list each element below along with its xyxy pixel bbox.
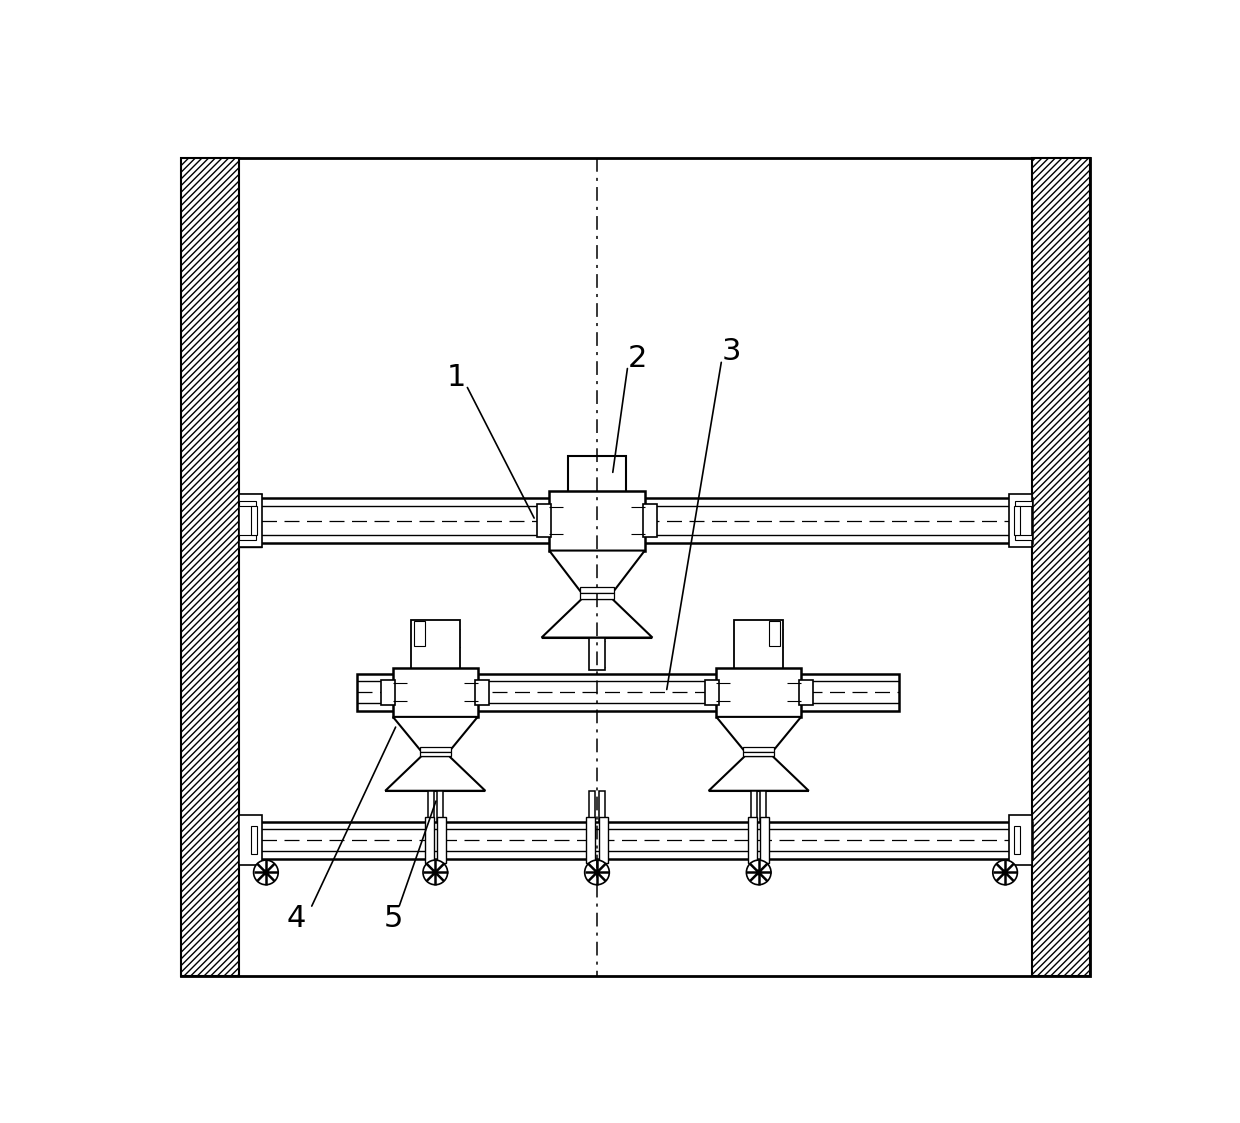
Circle shape	[585, 860, 609, 885]
Bar	[239, 822, 1032, 859]
Circle shape	[756, 870, 761, 875]
Circle shape	[1003, 870, 1007, 875]
Text: 2: 2	[627, 344, 647, 373]
Bar	[239, 536, 255, 540]
Bar	[734, 620, 784, 674]
Bar	[537, 504, 551, 537]
Bar	[424, 816, 434, 864]
Polygon shape	[386, 756, 485, 791]
Bar	[475, 679, 490, 704]
Bar	[799, 679, 812, 704]
Bar	[760, 791, 766, 822]
Polygon shape	[393, 716, 477, 751]
Bar	[568, 456, 626, 499]
Bar	[580, 593, 614, 599]
Bar	[1016, 495, 1032, 546]
Bar	[587, 816, 595, 864]
Bar	[239, 815, 262, 865]
Bar	[717, 667, 801, 716]
Bar	[420, 747, 450, 751]
Polygon shape	[542, 599, 652, 638]
Bar	[743, 751, 774, 756]
Text: 1: 1	[448, 363, 466, 392]
Bar	[589, 638, 605, 670]
Bar	[239, 501, 255, 505]
Bar	[751, 791, 758, 822]
Bar	[1016, 501, 1032, 505]
Bar	[589, 791, 595, 822]
Bar	[250, 505, 257, 536]
Polygon shape	[708, 756, 808, 791]
Text: 4: 4	[286, 904, 306, 933]
Circle shape	[746, 860, 771, 885]
Bar	[239, 494, 262, 548]
Polygon shape	[717, 716, 801, 751]
Text: 5: 5	[383, 904, 403, 933]
Bar	[760, 816, 770, 864]
Bar	[580, 586, 614, 593]
Bar	[239, 495, 255, 546]
Circle shape	[595, 870, 599, 875]
Bar	[393, 667, 477, 716]
Circle shape	[264, 870, 268, 875]
Bar	[410, 620, 460, 674]
Bar	[428, 791, 434, 822]
Bar	[420, 751, 450, 756]
Bar	[743, 747, 774, 751]
Circle shape	[423, 860, 448, 885]
Bar	[549, 491, 645, 550]
Bar	[748, 816, 758, 864]
Bar	[599, 791, 605, 822]
Bar	[1032, 158, 1090, 976]
Bar	[181, 158, 239, 976]
Bar	[436, 816, 446, 864]
Bar	[770, 621, 780, 646]
Bar	[1009, 494, 1032, 548]
Bar	[1014, 827, 1021, 853]
Bar	[250, 827, 257, 853]
Bar	[414, 621, 424, 646]
Bar	[1014, 505, 1021, 536]
Circle shape	[433, 870, 438, 875]
Bar	[1009, 815, 1032, 865]
Bar	[239, 499, 1032, 542]
Bar	[357, 674, 899, 711]
Bar	[704, 679, 719, 704]
Bar	[1016, 536, 1032, 540]
Circle shape	[993, 860, 1018, 885]
Bar	[436, 791, 443, 822]
Bar	[599, 816, 608, 864]
Polygon shape	[549, 550, 645, 593]
Circle shape	[253, 860, 278, 885]
Bar	[644, 504, 657, 537]
Bar	[382, 679, 396, 704]
Text: 3: 3	[722, 337, 742, 366]
